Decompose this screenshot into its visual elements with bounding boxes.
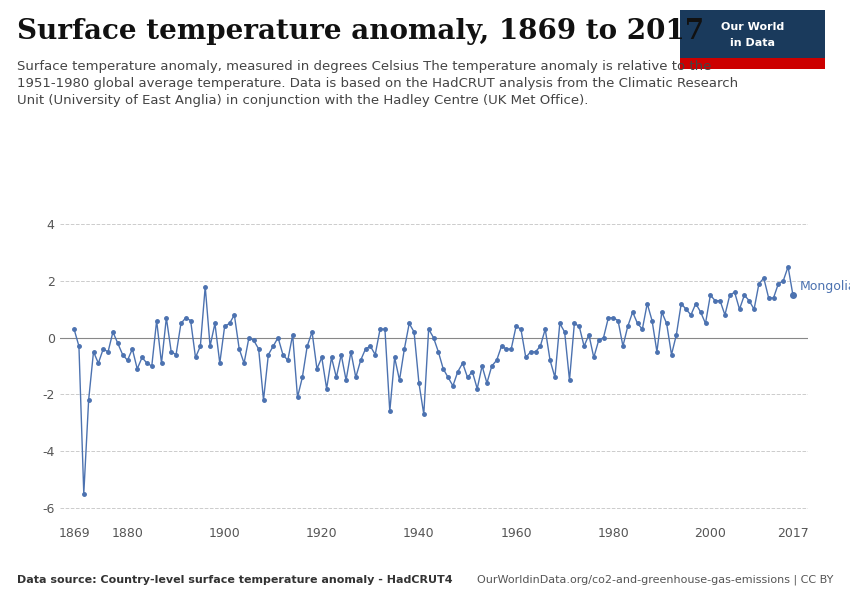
Text: in Data: in Data: [730, 38, 774, 47]
Text: Our World: Our World: [721, 22, 784, 32]
Text: Mongolia: Mongolia: [800, 280, 850, 293]
Text: Data source: Country-level surface temperature anomaly - HadCRUT4: Data source: Country-level surface tempe…: [17, 575, 452, 585]
FancyBboxPatch shape: [680, 10, 824, 58]
Text: Surface temperature anomaly, 1869 to 2017: Surface temperature anomaly, 1869 to 201…: [17, 18, 704, 45]
FancyBboxPatch shape: [680, 58, 824, 69]
Text: Surface temperature anomaly, measured in degrees Celsius The temperature anomaly: Surface temperature anomaly, measured in…: [17, 60, 738, 107]
Text: OurWorldinData.org/co2-and-greenhouse-gas-emissions | CC BY: OurWorldinData.org/co2-and-greenhouse-ga…: [477, 575, 833, 585]
